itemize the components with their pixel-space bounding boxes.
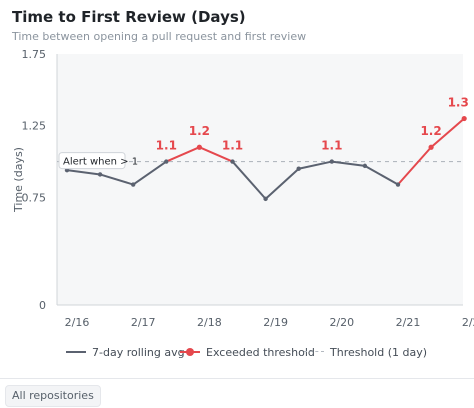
line-segment (99, 173, 135, 186)
x-tick-label: 2/21 (396, 316, 421, 329)
x-tick-label: 2/17 (131, 316, 156, 329)
exceeded-segment (397, 146, 433, 186)
legend-label-exceeded: Exceeded threshold (206, 345, 315, 359)
data-point[interactable] (97, 172, 103, 177)
y-tick-label: 1.25 (22, 120, 47, 133)
exceeded-data-label: 1.1 (156, 139, 177, 153)
exceeded-point[interactable] (461, 115, 467, 122)
legend-swatch-exceeded (180, 347, 200, 357)
x-tick-label: 2/16 (65, 316, 90, 329)
x-tick-label: 2/20 (329, 316, 354, 329)
repository-filter-chip[interactable]: All repositories (5, 385, 101, 407)
line-segment (264, 167, 300, 200)
line-segment (231, 160, 267, 200)
x-tick-label: 2/19 (263, 316, 288, 329)
legend-item-threshold[interactable]: Threshold (1 day) (304, 343, 427, 361)
data-point[interactable] (164, 159, 169, 164)
exceeded-data-label: 1.2 (189, 124, 210, 138)
legend-swatch-threshold (304, 347, 324, 357)
x-tick-label: 2/18 (197, 316, 222, 329)
exceeded-segment (430, 117, 466, 149)
exceeded-point[interactable] (428, 144, 434, 150)
x-tick-label: 2/22 (462, 316, 474, 329)
legend-label-rolling-avg: 7-day rolling avg (92, 345, 185, 359)
line-segment (297, 160, 333, 170)
y-tick-label: 0.75 (22, 191, 47, 204)
data-point[interactable] (230, 159, 235, 164)
threshold-annotation-label: Alert when > 1 (63, 157, 138, 168)
exceeded-data-label: 1.3 (448, 96, 469, 110)
data-point[interactable] (64, 167, 70, 173)
chart-subtitle: Time between opening a pull request and … (12, 30, 307, 43)
exceeded-data-label: 1.1 (321, 139, 342, 153)
chart-legend: 7-day rolling avg Exceeded threshold Thr… (0, 343, 474, 361)
data-point[interactable] (131, 182, 136, 187)
line-chart: 0 0.75 1.25 1.75 Time (days) 2/16 2/17 2/18 2/19… (12, 48, 474, 329)
exceeded-data-label: 1.1 (222, 139, 243, 153)
legend-item-rolling-avg[interactable]: 7-day rolling avg (66, 343, 185, 361)
line-segment (363, 164, 399, 186)
y-tick-label: 1.75 (22, 48, 47, 61)
footer-divider (0, 378, 474, 379)
line-segment (132, 160, 168, 186)
y-tick-label: 0 (39, 299, 46, 312)
data-point[interactable] (263, 196, 268, 202)
exceeded-data-label: 1.2 (420, 124, 441, 138)
line-segment (66, 169, 102, 176)
plot-area (57, 54, 463, 305)
legend-swatch-rolling-avg (66, 347, 86, 357)
chart-title: Time to First Review (Days) (12, 8, 246, 26)
exceeded-segment (165, 146, 201, 163)
data-point[interactable] (395, 182, 401, 187)
line-segment (330, 160, 366, 167)
legend-item-exceeded[interactable]: Exceeded threshold (180, 343, 315, 361)
data-point[interactable] (296, 166, 301, 171)
exceeded-point[interactable] (196, 144, 202, 150)
exceeded-segment (198, 146, 234, 163)
data-point[interactable] (329, 159, 334, 164)
y-axis-title: Time (days) (12, 147, 25, 213)
data-point[interactable] (362, 163, 368, 169)
legend-label-threshold: Threshold (1 day) (330, 345, 428, 359)
threshold-annotation-box (58, 152, 126, 170)
